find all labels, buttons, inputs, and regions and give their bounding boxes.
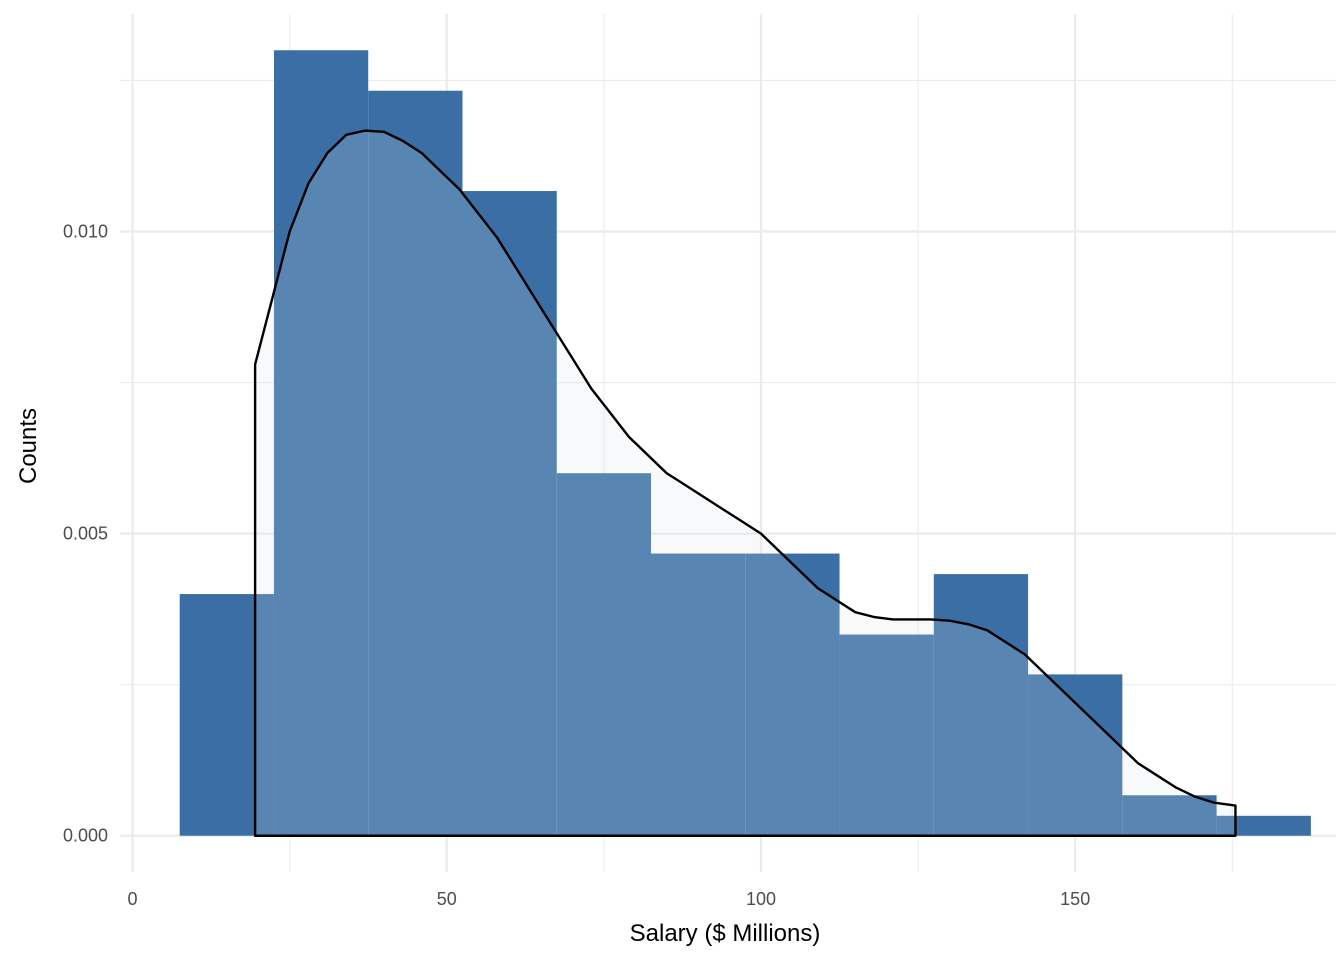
y-tick-label: 0.005	[63, 524, 108, 544]
histogram-bar	[1216, 815, 1311, 836]
x-tick-label: 50	[437, 889, 457, 909]
histogram-bar	[462, 191, 557, 836]
histogram-bars	[179, 50, 1311, 836]
y-axis-title: Counts	[15, 408, 42, 484]
y-tick-label: 0.010	[63, 222, 108, 242]
x-tick-label: 100	[746, 889, 776, 909]
density-area	[255, 130, 1236, 836]
tick-labels: 0 50 100 150 0.000 0.005 0.010	[63, 222, 1090, 909]
histogram-bar	[273, 50, 369, 836]
density-curve	[253, 129, 1237, 837]
x-axis-title: Salary ($ Millions)	[630, 920, 821, 947]
histogram-bar	[1122, 795, 1217, 836]
histogram-bar	[651, 553, 746, 836]
histogram-bar	[368, 90, 463, 836]
histogram-bar	[745, 553, 840, 836]
histogram-bar	[556, 473, 652, 836]
x-tick-label: 150	[1060, 889, 1090, 909]
histogram-bar	[933, 574, 1029, 836]
y-tick-label: 0.000	[63, 826, 108, 846]
density-line	[253, 129, 1237, 837]
histogram-bar	[839, 634, 934, 836]
histogram-bar	[179, 594, 274, 836]
x-tick-label: 0	[128, 889, 138, 909]
